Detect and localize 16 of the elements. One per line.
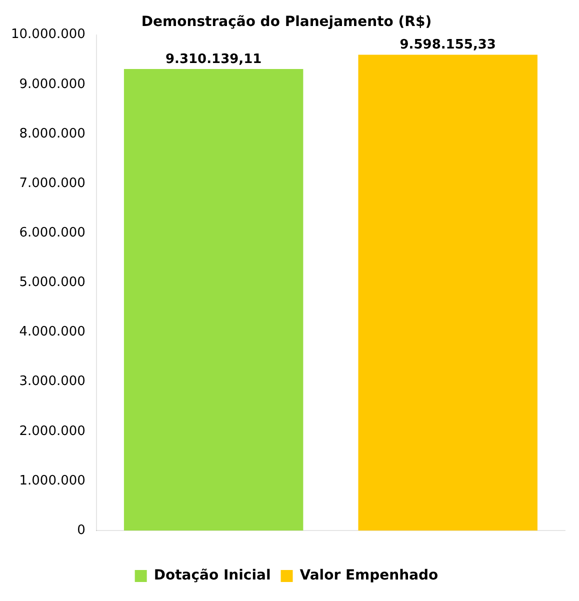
y-tick-label: 2.000.000 [19, 424, 86, 439]
data-label: 9.598.155,33 [400, 38, 496, 53]
legend-label: Dotação Inicial [154, 568, 271, 584]
y-tick-label: 7.000.000 [19, 176, 86, 191]
y-tick-label: 5.000.000 [19, 275, 86, 290]
y-tick-label: 6.000.000 [19, 225, 86, 240]
chart-title: Demonstração do Planejamento (R$) [141, 14, 432, 30]
y-tick-label: 1.000.000 [19, 473, 86, 488]
y-tick-label: 0 [77, 522, 86, 538]
y-tick-label: 10.000.000 [10, 27, 86, 42]
y-tick-label: 9.000.000 [19, 76, 86, 92]
y-tick-label: 4.000.000 [19, 324, 86, 340]
y-tick-label: 3.000.000 [19, 374, 86, 390]
y-tick-label: 8.000.000 [19, 126, 86, 142]
legend-label: Valor Empenhado [300, 568, 439, 584]
data-label: 9.310.139,11 [165, 52, 262, 67]
